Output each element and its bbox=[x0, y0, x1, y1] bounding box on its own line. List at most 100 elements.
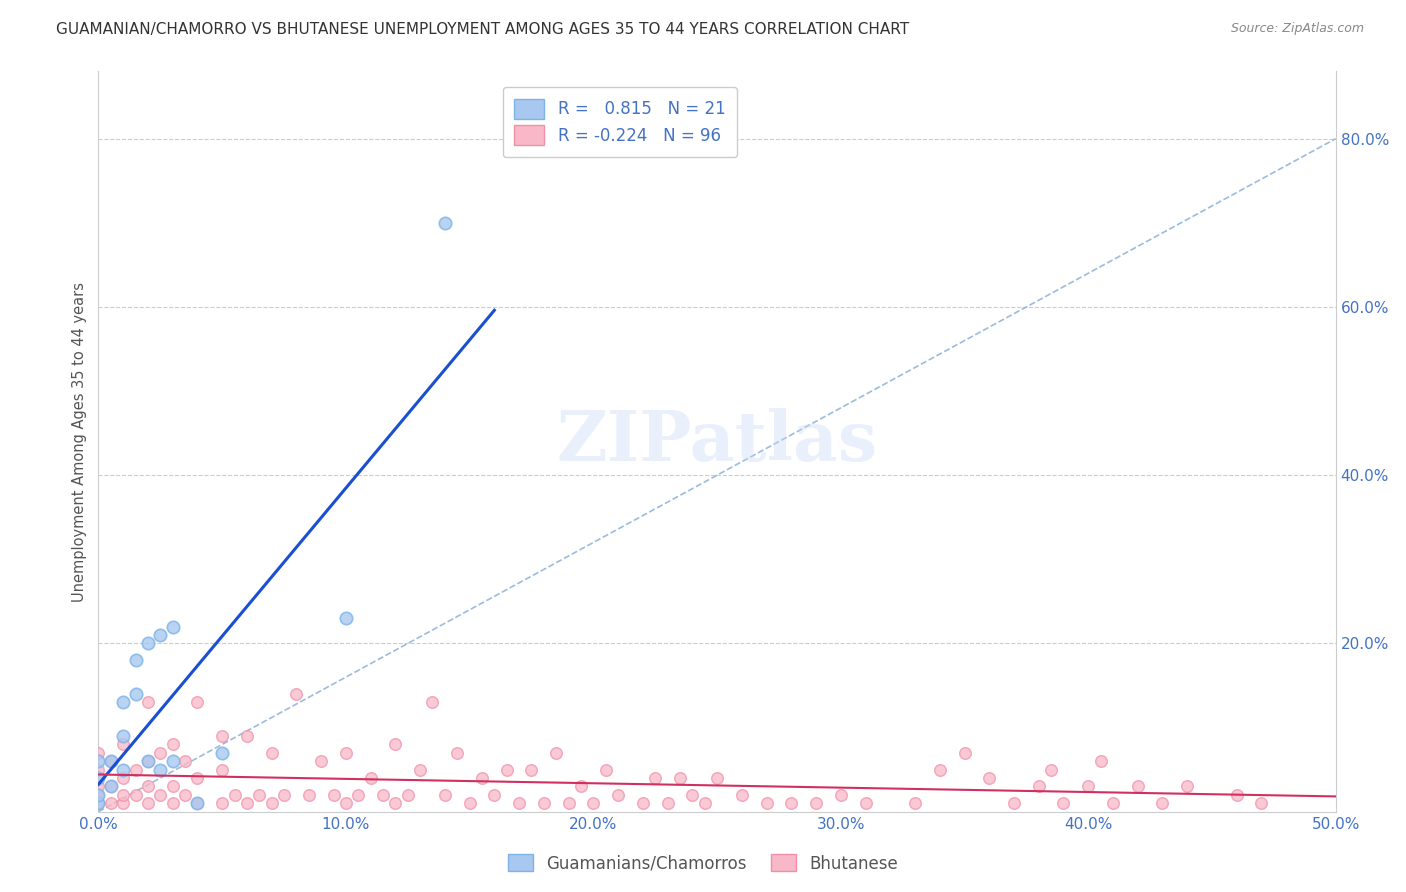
Point bbox=[520, 763, 543, 777]
Point bbox=[928, 763, 950, 777]
Point bbox=[174, 788, 197, 802]
Point bbox=[87, 788, 110, 802]
Point bbox=[1028, 780, 1050, 794]
Point bbox=[335, 611, 357, 625]
Point bbox=[100, 754, 122, 768]
Point bbox=[136, 754, 159, 768]
Text: Source: ZipAtlas.com: Source: ZipAtlas.com bbox=[1230, 22, 1364, 36]
Point bbox=[112, 771, 135, 785]
Point bbox=[371, 788, 394, 802]
Point bbox=[112, 729, 135, 743]
Point bbox=[595, 763, 617, 777]
Point bbox=[409, 763, 432, 777]
Point bbox=[136, 636, 159, 650]
Point bbox=[124, 653, 146, 667]
Point bbox=[186, 695, 208, 709]
Point bbox=[87, 754, 110, 768]
Text: ZIPatlas: ZIPatlas bbox=[557, 408, 877, 475]
Point bbox=[247, 788, 270, 802]
Point bbox=[1250, 797, 1272, 811]
Point bbox=[211, 763, 233, 777]
Point bbox=[979, 771, 1001, 785]
Point bbox=[508, 797, 530, 811]
Point bbox=[804, 797, 827, 811]
Point bbox=[1175, 780, 1198, 794]
Point bbox=[100, 754, 122, 768]
Point bbox=[149, 628, 172, 642]
Point bbox=[162, 780, 184, 794]
Point bbox=[136, 780, 159, 794]
Point bbox=[1002, 797, 1025, 811]
Point bbox=[557, 797, 579, 811]
Point bbox=[186, 797, 208, 811]
Point bbox=[681, 788, 703, 802]
Point bbox=[607, 788, 630, 802]
Point bbox=[706, 771, 728, 785]
Point bbox=[186, 797, 208, 811]
Point bbox=[87, 763, 110, 777]
Point bbox=[1226, 788, 1249, 802]
Point bbox=[236, 729, 259, 743]
Point bbox=[87, 771, 110, 785]
Point bbox=[100, 780, 122, 794]
Point bbox=[186, 771, 208, 785]
Point bbox=[149, 788, 172, 802]
Point bbox=[112, 738, 135, 752]
Point bbox=[112, 695, 135, 709]
Point bbox=[87, 797, 110, 811]
Point bbox=[136, 695, 159, 709]
Point bbox=[149, 746, 172, 760]
Point bbox=[644, 771, 666, 785]
Point bbox=[149, 763, 172, 777]
Point bbox=[273, 788, 295, 802]
Legend: Guamanians/Chamorros, Bhutanese: Guamanians/Chamorros, Bhutanese bbox=[501, 847, 905, 880]
Point bbox=[162, 738, 184, 752]
Point bbox=[780, 797, 803, 811]
Point bbox=[100, 797, 122, 811]
Point bbox=[87, 797, 110, 811]
Point bbox=[335, 746, 357, 760]
Point bbox=[87, 780, 110, 794]
Point bbox=[322, 788, 344, 802]
Point bbox=[446, 746, 468, 760]
Point bbox=[384, 797, 406, 811]
Point bbox=[422, 695, 444, 709]
Text: GUAMANIAN/CHAMORRO VS BHUTANESE UNEMPLOYMENT AMONG AGES 35 TO 44 YEARS CORRELATI: GUAMANIAN/CHAMORRO VS BHUTANESE UNEMPLOY… bbox=[56, 22, 910, 37]
Point bbox=[162, 619, 184, 633]
Point bbox=[112, 763, 135, 777]
Point bbox=[124, 687, 146, 701]
Point bbox=[236, 797, 259, 811]
Point bbox=[1040, 763, 1063, 777]
Point bbox=[260, 797, 283, 811]
Point bbox=[484, 788, 506, 802]
Point bbox=[755, 797, 778, 811]
Point bbox=[953, 746, 976, 760]
Point bbox=[1090, 754, 1112, 768]
Point bbox=[631, 797, 654, 811]
Point bbox=[396, 788, 419, 802]
Point bbox=[384, 738, 406, 752]
Point bbox=[360, 771, 382, 785]
Point bbox=[211, 797, 233, 811]
Point bbox=[162, 754, 184, 768]
Point bbox=[533, 797, 555, 811]
Point bbox=[112, 788, 135, 802]
Point bbox=[1152, 797, 1174, 811]
Point bbox=[124, 788, 146, 802]
Point bbox=[1052, 797, 1074, 811]
Legend: R =   0.815   N = 21, R = -0.224   N = 96: R = 0.815 N = 21, R = -0.224 N = 96 bbox=[503, 87, 737, 157]
Point bbox=[335, 797, 357, 811]
Point bbox=[1126, 780, 1149, 794]
Point bbox=[174, 754, 197, 768]
Point bbox=[211, 729, 233, 743]
Point bbox=[669, 771, 692, 785]
Point bbox=[100, 780, 122, 794]
Point bbox=[298, 788, 321, 802]
Point bbox=[546, 746, 568, 760]
Point bbox=[87, 788, 110, 802]
Point bbox=[224, 788, 246, 802]
Point bbox=[347, 788, 370, 802]
Point bbox=[136, 797, 159, 811]
Point bbox=[582, 797, 605, 811]
Point bbox=[112, 797, 135, 811]
